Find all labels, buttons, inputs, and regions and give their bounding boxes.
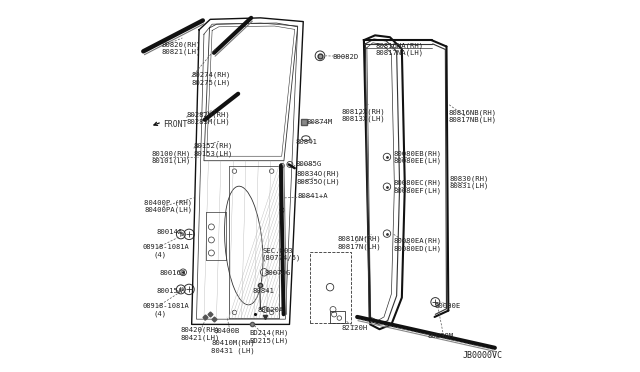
Text: 80282M(RH): 80282M(RH)	[186, 111, 230, 118]
Text: 80080EC(RH): 80080EC(RH)	[394, 180, 442, 186]
Text: 80821(LH): 80821(LH)	[162, 49, 201, 55]
Text: FRONT: FRONT	[163, 120, 188, 129]
Text: 80820(RH): 80820(RH)	[162, 41, 201, 48]
Text: (80774/5): (80774/5)	[261, 255, 301, 262]
Text: 80816NA(RH): 80816NA(RH)	[376, 42, 424, 49]
Text: 80080ED(LH): 80080ED(LH)	[394, 245, 442, 252]
Text: (4): (4)	[154, 310, 166, 317]
Text: 80420(RH): 80420(RH)	[180, 327, 220, 333]
Text: 80101(LH): 80101(LH)	[152, 157, 191, 164]
Text: 80835O(LH): 80835O(LH)	[297, 178, 340, 185]
Text: 80841: 80841	[296, 139, 317, 145]
Text: 08918-1081A: 08918-1081A	[142, 303, 189, 309]
Text: 80020A: 80020A	[258, 307, 284, 312]
Text: N: N	[179, 287, 182, 292]
Text: 80080EF(LH): 80080EF(LH)	[394, 187, 442, 194]
Text: 80080EE(LH): 80080EE(LH)	[394, 157, 442, 164]
Text: 80817N(LH): 80817N(LH)	[338, 243, 381, 250]
Text: 80400PA(LH): 80400PA(LH)	[145, 207, 193, 214]
Text: 80274(RH): 80274(RH)	[191, 72, 231, 78]
Text: 80400P (RH): 80400P (RH)	[145, 199, 193, 206]
Text: 80874M: 80874M	[307, 119, 333, 125]
Text: 80B38M: 80B38M	[427, 333, 453, 339]
Text: 80410M(RH): 80410M(RH)	[211, 340, 255, 346]
Text: SEC.803: SEC.803	[262, 248, 293, 254]
Text: 80016B: 80016B	[159, 270, 186, 276]
Text: 08918-1081A: 08918-1081A	[142, 244, 189, 250]
Text: 80014A: 80014A	[156, 229, 182, 235]
Text: JB0000VC: JB0000VC	[462, 351, 502, 360]
Text: 80082D: 80082D	[333, 54, 359, 60]
Text: BD215(LH): BD215(LH)	[250, 337, 289, 344]
Text: 80816NB(RH): 80816NB(RH)	[449, 109, 497, 116]
Text: 80275(LH): 80275(LH)	[191, 79, 231, 86]
Text: 80153(LH): 80153(LH)	[193, 150, 233, 157]
Text: 80817NA(LH): 80817NA(LH)	[376, 49, 424, 56]
Text: 80834O(RH): 80834O(RH)	[297, 171, 340, 177]
Text: 82120H: 82120H	[342, 325, 368, 331]
Text: 80283M(LH): 80283M(LH)	[186, 119, 230, 125]
Text: 80080EA(RH): 80080EA(RH)	[394, 238, 442, 244]
Text: 80080EB(RH): 80080EB(RH)	[394, 150, 442, 157]
Text: 80400B: 80400B	[214, 328, 240, 334]
Text: N: N	[179, 232, 182, 237]
Text: 80070G: 80070G	[265, 270, 291, 276]
Text: 80830(RH): 80830(RH)	[449, 175, 489, 182]
Text: 80817NB(LH): 80817NB(LH)	[449, 116, 497, 123]
Text: 80100(RH): 80100(RH)	[152, 150, 191, 157]
Text: 80085G: 80085G	[296, 161, 322, 167]
Text: 80813X(LH): 80813X(LH)	[342, 116, 385, 122]
Text: 80816N(RH): 80816N(RH)	[338, 235, 381, 242]
Text: 80431 (LH): 80431 (LH)	[211, 347, 255, 354]
Text: 80812X(RH): 80812X(RH)	[342, 108, 385, 115]
Text: 80421(LH): 80421(LH)	[180, 334, 220, 341]
Text: 80152(RH): 80152(RH)	[193, 142, 233, 149]
Text: 80080E: 80080E	[435, 303, 461, 309]
Text: BD214(RH): BD214(RH)	[250, 330, 289, 336]
Text: (4): (4)	[154, 251, 166, 258]
Text: 80841: 80841	[252, 288, 274, 294]
Text: 80015A: 80015A	[156, 288, 182, 294]
Text: 80831(LH): 80831(LH)	[449, 183, 489, 189]
Text: 80841+A: 80841+A	[298, 193, 328, 199]
